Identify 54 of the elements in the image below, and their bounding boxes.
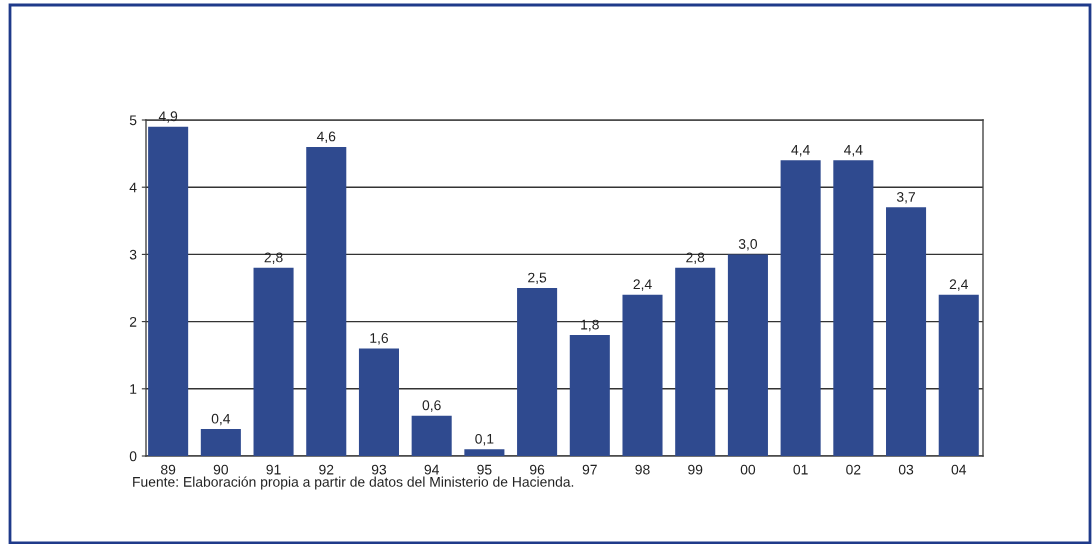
bar: [200, 429, 241, 456]
y-tick-label: 4: [129, 182, 137, 193]
bar: [253, 267, 294, 456]
bar: [886, 207, 927, 456]
data-label: 2,5: [528, 272, 547, 285]
x-tick-label: 91: [266, 464, 281, 475]
bar: [833, 160, 874, 456]
data-label: 1,8: [581, 319, 599, 332]
y-tick-label: 0: [129, 451, 137, 462]
data-label: 3,7: [896, 192, 915, 204]
x-tick-label: 03: [898, 464, 914, 475]
x-tick-label: 94: [424, 464, 439, 475]
data-label: 4,4: [844, 145, 863, 157]
bar: [780, 160, 821, 456]
bar: [358, 348, 399, 456]
data-label: 4,6: [316, 131, 336, 143]
data-label: 0,4: [211, 413, 231, 426]
y-tick-label: 2: [129, 316, 137, 327]
data-label: 0,6: [422, 400, 441, 412]
bar: [622, 294, 663, 456]
data-label: 2,8: [686, 252, 705, 264]
x-tick-label: 97: [582, 464, 597, 475]
x-tick-label: 95: [477, 464, 492, 475]
source-note: Fuente: Elaboración propia a partir de datos del Ministerio de Hacienda.: [133, 476, 574, 490]
x-tick-label: 04: [951, 464, 967, 475]
y-tick-label: 3: [129, 249, 137, 260]
data-label: 2,4: [633, 279, 652, 291]
x-tick-label: 02: [846, 464, 861, 475]
x-tick-label: 99: [688, 464, 703, 475]
bar: [411, 415, 452, 456]
x-tick-label: 90: [213, 464, 229, 475]
bar: [675, 267, 716, 456]
x-tick-label: 93: [371, 464, 387, 475]
bar: [464, 449, 505, 456]
bar: [727, 254, 768, 456]
x-tick-label: 98: [635, 464, 650, 475]
y-tick-label: 5: [129, 115, 137, 126]
data-label: 2,8: [264, 252, 283, 264]
y-tick-label: 1: [130, 384, 137, 394]
data-label: 0,1: [475, 433, 494, 446]
bar: [569, 335, 610, 456]
x-tick-label: 01: [793, 464, 808, 475]
bar: [306, 146, 347, 456]
data-label: 3,0: [738, 239, 758, 251]
bar: [517, 288, 558, 456]
bar: [148, 126, 189, 456]
bar: [938, 294, 979, 456]
x-tick-label: 89: [161, 464, 176, 475]
data-label: 1,6: [370, 333, 389, 345]
x-tick-label: 96: [530, 464, 545, 475]
x-tick-label: 00: [740, 464, 756, 475]
x-tick-label: 92: [319, 464, 334, 475]
data-label: 2,4: [949, 279, 968, 291]
data-label: 4,4: [791, 145, 810, 157]
